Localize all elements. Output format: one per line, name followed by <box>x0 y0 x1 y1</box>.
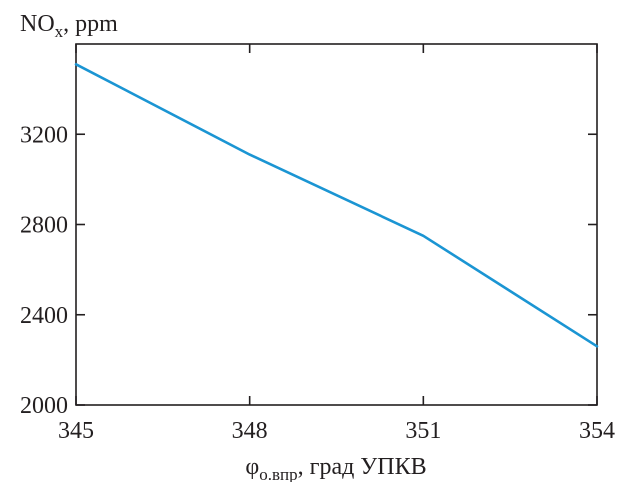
y-tick-label: 3200 <box>20 122 68 148</box>
x-axis-title-rest: , град УПКВ <box>298 454 427 480</box>
y-tick-label: 2400 <box>20 303 68 329</box>
y-tick-label: 2000 <box>20 393 68 419</box>
plot-area: 2000 2400 2800 3200 345 348 351 354 <box>20 43 615 444</box>
series-line <box>74 63 599 348</box>
y-axis-title: NOx, ppm <box>20 11 118 41</box>
x-tick-label: 348 <box>232 418 268 444</box>
x-axis-title-subscript: о.впр <box>259 465 297 482</box>
y-tick-label: 2800 <box>20 213 68 239</box>
series-layer <box>74 63 599 348</box>
x-tick-label: 351 <box>405 418 441 444</box>
x-tick-label: 345 <box>58 418 94 444</box>
y-axis-ticks: 2000 2400 2800 3200 <box>20 122 597 419</box>
x-axis-title-main: φ <box>245 454 259 480</box>
plot-frame <box>75 43 598 406</box>
y-axis-title-main: NO <box>20 11 55 37</box>
x-axis-ticks: 345 348 351 354 <box>58 44 615 444</box>
y-axis-title-subscript: x <box>55 22 64 41</box>
x-tick-label: 354 <box>579 418 615 444</box>
x-axis-title: φо.впр, град УПКВ <box>245 454 426 482</box>
y-axis-title-rest: , ppm <box>63 11 118 37</box>
